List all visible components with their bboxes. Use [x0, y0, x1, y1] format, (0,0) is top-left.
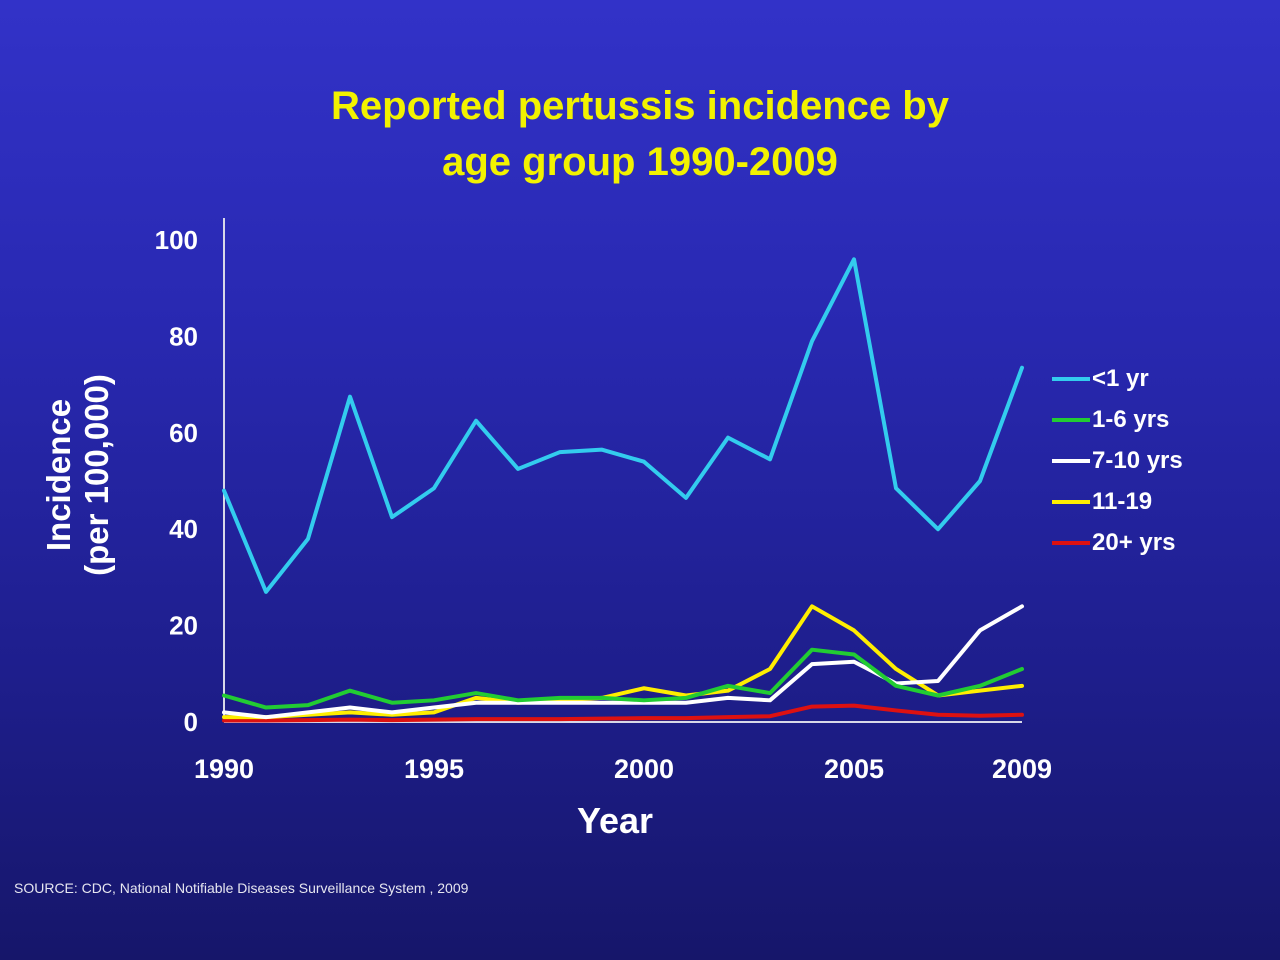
source-note: SOURCE: CDC, National Notifiable Disease… [14, 880, 469, 896]
y-tick-label: 60 [169, 418, 198, 448]
legend-label: 7-10 yrs [1092, 446, 1183, 474]
series-line-20-yrs [222, 703, 1024, 723]
legend-label: <1 yr [1092, 364, 1149, 392]
y-tick-label: 0 [184, 707, 198, 737]
legend-swatch [1052, 417, 1090, 422]
y-tick-label: 20 [169, 611, 198, 641]
x-tick-label: 2005 [824, 754, 884, 784]
legend-swatch [1052, 540, 1090, 545]
legend-label: 20+ yrs [1092, 528, 1176, 556]
legend-item-20-yrs: 20+ yrs [1052, 522, 1183, 563]
chart-title: Reported pertussis incidence by age grou… [0, 78, 1280, 190]
x-tick-label: 2009 [992, 754, 1052, 784]
y-tick-label: 100 [155, 225, 198, 255]
legend-swatch [1052, 376, 1090, 381]
legend-item-1-6-yrs: 1-6 yrs [1052, 399, 1183, 440]
x-axis-label: Year [576, 800, 654, 841]
chart-title-line-2: age group 1990-2009 [442, 140, 838, 184]
legend-item-1-yr: <1 yr [1052, 358, 1183, 399]
legend-label: 1-6 yrs [1092, 405, 1170, 433]
legend-swatch [1052, 458, 1090, 463]
y-tick-label: 80 [169, 321, 198, 351]
legend-item-11-19: 11-19 [1052, 481, 1183, 522]
series-line-1-6-yrs [222, 647, 1024, 710]
chart-axes: 0 20 40 60 80 100 1990 1995 2000 2005 2009 [155, 218, 1052, 784]
legend-item-7-10-yrs: 7-10 yrs [1052, 440, 1183, 481]
legend-label: 11-19 [1092, 487, 1153, 515]
chart-legend: <1 yr 1-6 yrs 7-10 yrs 11-19 20+ yrs [1052, 358, 1183, 563]
x-tick-label: 1990 [194, 754, 254, 784]
x-tick-label: 1995 [404, 754, 464, 784]
legend-swatch [1052, 499, 1090, 504]
series-line-11-19 [222, 604, 1024, 720]
chart-series [222, 257, 1024, 723]
y-tick-label: 40 [169, 514, 198, 544]
chart-title-line-1: Reported pertussis incidence by [331, 84, 949, 128]
x-tick-label: 2000 [614, 754, 674, 784]
series-line-1-yr [222, 257, 1024, 594]
